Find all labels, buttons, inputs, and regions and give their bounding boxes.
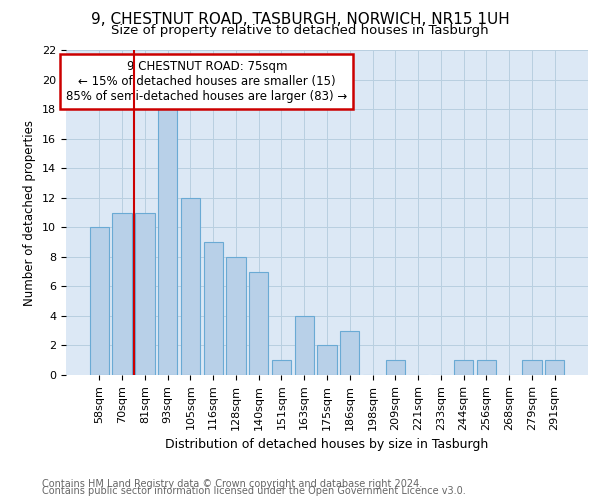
Bar — [158, 109, 178, 375]
Bar — [249, 272, 268, 375]
Bar — [90, 228, 109, 375]
Text: 9 CHESTNUT ROAD: 75sqm
← 15% of detached houses are smaller (15)
85% of semi-det: 9 CHESTNUT ROAD: 75sqm ← 15% of detached… — [67, 60, 347, 103]
Text: 9, CHESTNUT ROAD, TASBURGH, NORWICH, NR15 1UH: 9, CHESTNUT ROAD, TASBURGH, NORWICH, NR1… — [91, 12, 509, 28]
Text: Contains public sector information licensed under the Open Government Licence v3: Contains public sector information licen… — [42, 486, 466, 496]
Bar — [112, 212, 132, 375]
Bar — [454, 360, 473, 375]
Bar — [181, 198, 200, 375]
Bar — [476, 360, 496, 375]
Bar — [386, 360, 405, 375]
Bar — [295, 316, 314, 375]
Y-axis label: Number of detached properties: Number of detached properties — [23, 120, 37, 306]
Bar — [522, 360, 542, 375]
Bar — [203, 242, 223, 375]
Bar — [226, 257, 245, 375]
Text: Size of property relative to detached houses in Tasburgh: Size of property relative to detached ho… — [111, 24, 489, 37]
Bar — [545, 360, 564, 375]
Bar — [135, 212, 155, 375]
Bar — [340, 330, 359, 375]
Bar — [317, 346, 337, 375]
Text: Contains HM Land Registry data © Crown copyright and database right 2024.: Contains HM Land Registry data © Crown c… — [42, 479, 422, 489]
Bar — [272, 360, 291, 375]
X-axis label: Distribution of detached houses by size in Tasburgh: Distribution of detached houses by size … — [166, 438, 488, 451]
